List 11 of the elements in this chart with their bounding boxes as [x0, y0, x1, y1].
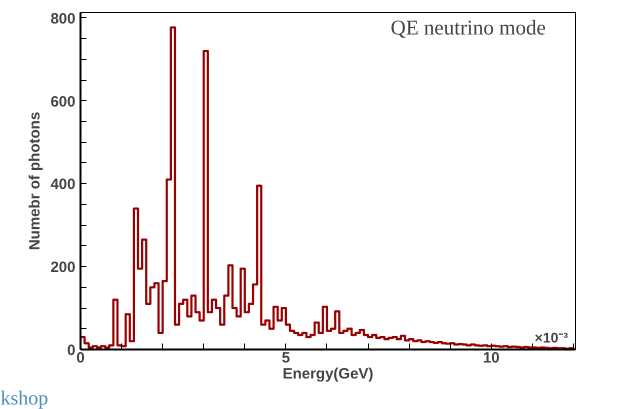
y-tick-label: 800 [50, 10, 76, 28]
y-tick-label: 400 [50, 176, 76, 194]
y-tick-label: 600 [50, 93, 76, 110]
y-tick-label: 200 [50, 259, 76, 276]
y-axis-title: Numebr of photons [26, 112, 44, 250]
text: kshop [0, 388, 48, 409]
x-axis-title: Energy(GeV) [282, 366, 374, 382]
x-tick-label: 10 [482, 350, 500, 366]
annotation: QE neutrino mode [390, 15, 546, 40]
x-tick-label: 5 [282, 350, 290, 366]
annotation: ×10⁻³ [534, 329, 568, 346]
